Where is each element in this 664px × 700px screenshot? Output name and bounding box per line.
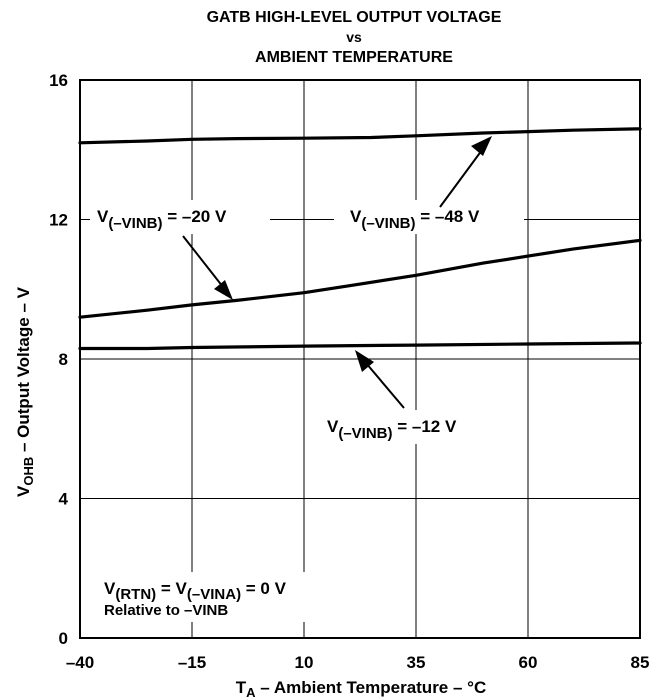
- chart-title-line-3: AMBIENT TEMPERATURE: [255, 49, 453, 66]
- condition-bg: [100, 572, 362, 622]
- x-tick-label: –40: [66, 653, 94, 672]
- x-tick-label: 35: [407, 653, 426, 672]
- arrow-12-head: [355, 350, 374, 372]
- arrow-48-line: [439, 149, 483, 208]
- plot-frame: [79, 79, 641, 639]
- arrow-48-head: [471, 136, 492, 156]
- y-tick-label: 12: [49, 211, 68, 230]
- chart-title-line-1: GATB HIGH-LEVEL OUTPUT VOLTAGE: [207, 9, 502, 26]
- chart-title-line-2: vs: [346, 29, 362, 45]
- annotation-arrows: [182, 136, 492, 409]
- condition-line-1: V(RTN) = V(–VINA) = 0 V: [104, 579, 287, 603]
- arrow-20-head: [214, 280, 233, 300]
- x-tick-label: 85: [631, 653, 650, 672]
- series-label-48: V(–VINB) = –48 V: [350, 207, 480, 232]
- x-axis-label: TA – Ambient Temperature – °C: [236, 678, 486, 700]
- label-bg-48: [334, 200, 524, 234]
- series-lines: [78, 127, 642, 351]
- label-bg-20: [90, 200, 270, 234]
- x-tick-label: –15: [178, 653, 206, 672]
- arrow-20-line: [182, 235, 224, 288]
- series-line-1: [78, 238, 642, 319]
- condition-line-2: Relative to –VINB: [104, 602, 228, 619]
- series-line-0: [78, 127, 642, 145]
- series-line-2: [78, 341, 642, 351]
- x-tick-label: 10: [295, 653, 314, 672]
- y-tick-label: 0: [59, 629, 68, 648]
- y-axis-label: VOHB – Output Voltage – V: [14, 286, 36, 497]
- series-label-20: V(–VINB) = –20 V: [97, 207, 227, 232]
- arrow-12-line: [365, 362, 405, 409]
- tick-labels: –40 –15 10 35 60 85 0 4 8 12 16: [49, 71, 649, 672]
- series-labels: V(–VINB) = –48 V V(–VINB) = –20 V V(–VIN…: [90, 200, 524, 444]
- y-tick-label: 8: [59, 350, 68, 369]
- label-bg-12: [322, 410, 506, 444]
- x-tick-label: 60: [519, 653, 538, 672]
- y-tick-label: 4: [59, 490, 69, 509]
- y-tick-label: 16: [49, 71, 68, 90]
- series-label-12: V(–VINB) = –12 V: [327, 417, 457, 442]
